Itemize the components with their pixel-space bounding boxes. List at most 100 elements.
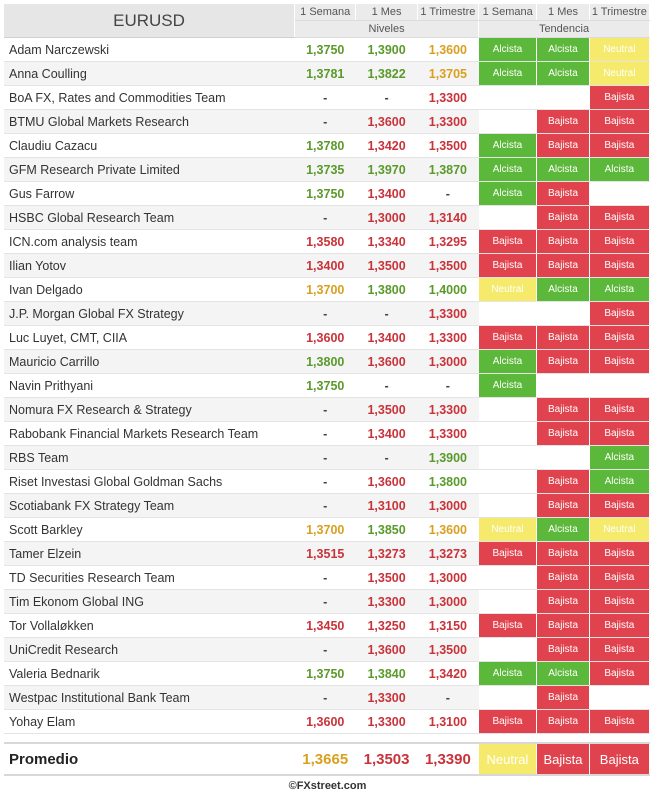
level-month: 1,3250 xyxy=(355,613,418,638)
table-row: GFM Research Private Limited 1,3735 1,3970… xyxy=(4,157,651,182)
trend-month: Bajista xyxy=(536,253,590,278)
table-row: Ivan Delgado 1,3700 1,3800 1,4000 Neutral Alc… xyxy=(4,277,651,302)
analyst-name: UniCredit Research xyxy=(4,637,295,662)
average-trend-quarter: Bajista xyxy=(589,742,651,776)
level-month: 1,3822 xyxy=(355,61,418,86)
trend-week: Alcista xyxy=(478,373,538,398)
trend-month: Bajista xyxy=(536,637,590,662)
trend-quarter: Bajista xyxy=(589,229,651,254)
level-week: - xyxy=(294,637,356,662)
trend-month: - xyxy=(536,373,590,398)
trend-month: Alcista xyxy=(536,517,590,542)
trend-quarter: Bajista xyxy=(589,661,651,686)
level-month: 1,3600 xyxy=(355,349,418,374)
trend-quarter: Alcista xyxy=(589,469,651,494)
analyst-name: Navin Prithyani xyxy=(4,373,295,398)
analyst-name: Adam Narczewski xyxy=(4,37,295,62)
trend-quarter: Neutral xyxy=(589,37,651,62)
trend-quarter: Bajista xyxy=(589,709,651,734)
level-week: 1,3515 xyxy=(294,541,356,566)
table-row: Riset Investasi Global Goldman Sachs -1,3… xyxy=(4,469,651,494)
level-quarter: 1,3800 xyxy=(417,469,479,494)
trend-month: Bajista xyxy=(536,469,590,494)
table-row: BTMU Global Markets Research -1,3600 1,330… xyxy=(4,109,651,134)
level-quarter: 1,3900 xyxy=(417,445,479,470)
table-row: UniCredit Research -1,3600 1,3500- Bajista B… xyxy=(4,637,651,662)
level-quarter: 1,3273 xyxy=(417,541,479,566)
level-quarter: 1,3600 xyxy=(417,37,479,62)
table-row: Tamer Elzein 1,3515 1,3273 1,3273 Bajista Baj… xyxy=(4,541,651,566)
level-quarter: - xyxy=(417,373,479,398)
analyst-name: Scott Barkley xyxy=(4,517,295,542)
average-level-quarter: 1,3390 xyxy=(417,742,479,776)
analyst-name: Riset Investasi Global Goldman Sachs xyxy=(4,469,295,494)
trend-quarter: Bajista xyxy=(589,421,651,446)
header-levels-month: 1 Mes xyxy=(355,4,418,21)
trend-month: Bajista xyxy=(536,613,590,638)
average-level-week: 1,3665 xyxy=(294,742,356,776)
level-month: 1,3600 xyxy=(355,637,418,662)
analyst-name: ICN.com analysis team xyxy=(4,229,295,254)
level-month: 1,3340 xyxy=(355,229,418,254)
level-week: 1,3750 xyxy=(294,37,356,62)
trend-week: Bajista xyxy=(478,229,538,254)
analyst-name: Mauricio Carrillo xyxy=(4,349,295,374)
analyst-name: Claudiu Cazacu xyxy=(4,133,295,158)
trend-month: Alcista xyxy=(536,37,590,62)
level-week: - xyxy=(294,565,356,590)
level-quarter: 1,3300 xyxy=(417,421,479,446)
trend-week: - xyxy=(478,565,538,590)
analyst-name: Luc Luyet, CMT, CIIA xyxy=(4,325,295,350)
trend-week: Neutral xyxy=(478,517,538,542)
header-levels-quarter: 1 Trimestre xyxy=(417,4,480,21)
level-week: - xyxy=(294,205,356,230)
table-row: Adam Narczewski 1,3750 1,3900 1,3600 Alcista… xyxy=(4,37,651,62)
level-week: 1,3700 xyxy=(294,517,356,542)
level-month: 1,3800 xyxy=(355,277,418,302)
table-row: Ilian Yotov 1,3400 1,3500 1,3500 Bajista Baji… xyxy=(4,253,651,278)
forecast-poll: EURUSD 1 Semana 1 Mes 1 Trimestre 1 Sema… xyxy=(4,4,651,792)
average-level-month: 1,3503 xyxy=(355,742,418,776)
level-quarter: 1,3140 xyxy=(417,205,479,230)
analyst-name: Yohay Elam xyxy=(4,709,295,734)
analyst-name: Westpac Institutional Bank Team xyxy=(4,685,295,710)
level-quarter: 1,3500 xyxy=(417,133,479,158)
level-month: 1,3600 xyxy=(355,469,418,494)
trend-week: Bajista xyxy=(478,709,538,734)
analyst-name: Valeria Bednarik xyxy=(4,661,295,686)
trend-week: Alcista xyxy=(478,133,538,158)
trend-month: Alcista xyxy=(536,277,590,302)
level-quarter: 1,3600 xyxy=(417,517,479,542)
level-month: 1,3300 xyxy=(355,589,418,614)
analyst-name: BTMU Global Markets Research xyxy=(4,109,295,134)
level-quarter: 1,3295 xyxy=(417,229,479,254)
level-week: 1,3600 xyxy=(294,709,356,734)
level-month: 1,3100 xyxy=(355,493,418,518)
table-row: Gus Farrow 1,3750 1,3400- Alcista Bajista - xyxy=(4,181,651,206)
header-trend-quarter: 1 Trimestre xyxy=(589,4,651,21)
trend-month: Alcista xyxy=(536,61,590,86)
table-row: Scotiabank FX Strategy Team -1,3100 1,3000… xyxy=(4,493,651,518)
analyst-name: Tim Ekonom Global ING xyxy=(4,589,295,614)
level-week: - xyxy=(294,589,356,614)
trend-week: - xyxy=(478,589,538,614)
trend-week: - xyxy=(478,205,538,230)
level-week: 1,3750 xyxy=(294,661,356,686)
trend-quarter: Bajista xyxy=(589,637,651,662)
level-week: - xyxy=(294,421,356,446)
analyst-name: HSBC Global Research Team xyxy=(4,205,295,230)
level-month: 1,3000 xyxy=(355,205,418,230)
trend-week: Bajista xyxy=(478,325,538,350)
forecast-table: EURUSD 1 Semana 1 Mes 1 Trimestre 1 Sema… xyxy=(4,4,651,776)
level-quarter: 1,3705 xyxy=(417,61,479,86)
trend-week: Alcista xyxy=(478,181,538,206)
trend-quarter: Neutral xyxy=(589,517,651,542)
average-row: Promedio 1,3665 1,3503 1,3390 Neutral Ba… xyxy=(4,742,651,776)
trend-month: Bajista xyxy=(536,709,590,734)
trend-week: Bajista xyxy=(478,541,538,566)
trend-quarter: - xyxy=(589,685,651,710)
table-row: HSBC Global Research Team -1,3000 1,3140- B… xyxy=(4,205,651,230)
trend-month: Bajista xyxy=(536,109,590,134)
level-week: 1,3580 xyxy=(294,229,356,254)
table-row: Navin Prithyani 1,3750- - Alcista - - xyxy=(4,373,651,398)
